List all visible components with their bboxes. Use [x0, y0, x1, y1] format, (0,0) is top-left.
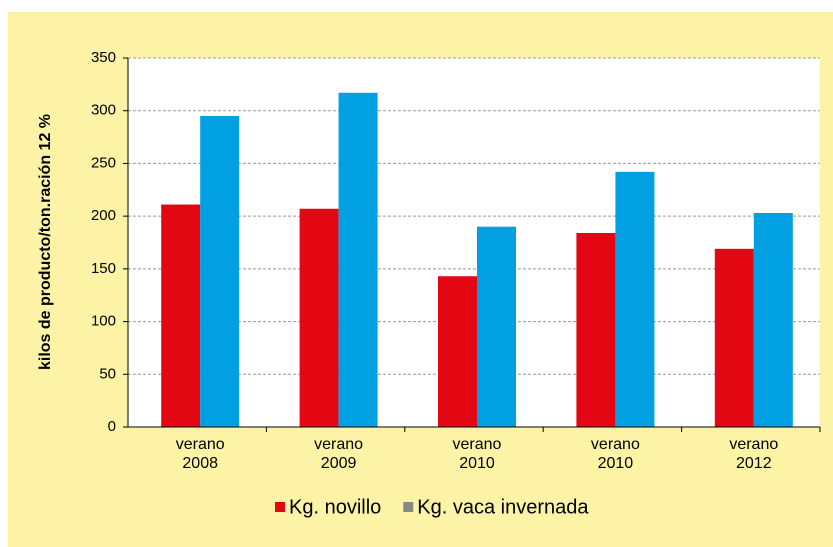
bar [161, 204, 201, 427]
x-tick-label: verano 2010 [452, 436, 502, 472]
bar [753, 212, 793, 427]
y-axis-label: kilos de producto/ton.ración 12 % [37, 114, 54, 370]
bar [299, 208, 339, 427]
legend-marker [403, 502, 414, 512]
legend-label: Kg. vaca invernada [417, 496, 589, 518]
y-tick-label: 200 [91, 207, 116, 224]
x-tick-label: verano 2010 [590, 436, 640, 472]
y-tick-label: 100 [91, 313, 116, 330]
y-tick-label: 300 [91, 102, 116, 119]
y-tick-label: 250 [91, 154, 116, 171]
y-tick-label: 350 [91, 49, 116, 66]
legend-marker [275, 502, 285, 512]
x-tick-label: verano 2012 [729, 436, 779, 472]
bar [338, 92, 378, 427]
bar [714, 248, 754, 427]
legend-label: Kg. novillo [289, 496, 381, 518]
y-tick-label: 50 [99, 365, 116, 382]
y-tick-label: 150 [91, 260, 116, 277]
bar [477, 226, 516, 427]
bar [576, 233, 616, 427]
bar [200, 115, 240, 427]
y-tick-label: 0 [108, 418, 116, 435]
x-tick-label: verano 2009 [314, 436, 364, 472]
bar [615, 171, 655, 427]
bar [438, 276, 477, 427]
x-tick-label: verano 2008 [175, 436, 225, 472]
